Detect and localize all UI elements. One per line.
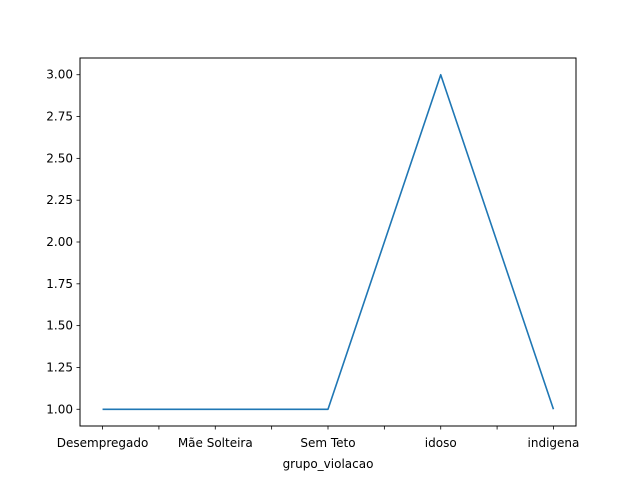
y-axis-ticks: 1.00 1.25 1.50 1.75 2.00 2.25 2.50 2.75 3.00 [46, 68, 80, 417]
y-tick-label: 2.00 [46, 235, 73, 249]
y-tick-label: 1.25 [46, 360, 73, 374]
x-axis-ticks: Desempregado Mãe Solteira Sem Teto idoso ind… [57, 426, 580, 450]
y-tick-label: 2.75 [46, 110, 73, 124]
x-axis-label: grupo_violacao [283, 457, 374, 471]
x-tick-label: Desempregado [57, 436, 149, 450]
y-tick-label: 1.50 [46, 319, 73, 333]
x-tick-label: Sem Teto [300, 436, 355, 450]
y-tick-label: 1.00 [46, 402, 73, 416]
y-tick-label: 3.00 [46, 68, 73, 82]
x-tick-label: Mãe Solteira [178, 436, 253, 450]
x-tick-label: idoso [425, 436, 457, 450]
y-tick-label: 1.75 [46, 277, 73, 291]
x-tick-label: indigena [528, 436, 580, 450]
series-layer [103, 75, 554, 410]
y-tick-label: 2.25 [46, 193, 73, 207]
plot-area-frame [80, 58, 576, 426]
y-tick-label: 2.50 [46, 151, 73, 165]
series-line [103, 75, 554, 410]
